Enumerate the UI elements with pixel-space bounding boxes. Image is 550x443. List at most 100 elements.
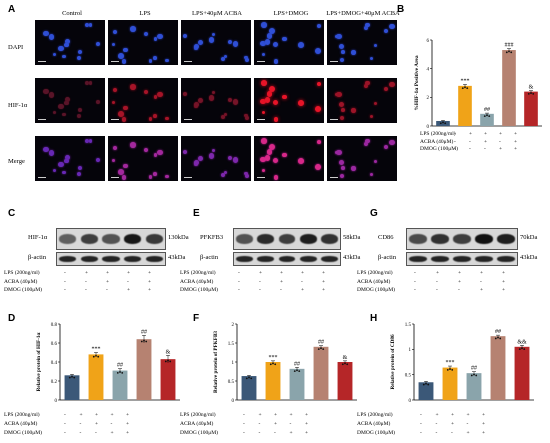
cell-nucleus [273,59,279,64]
cell-nucleus [49,150,55,156]
cell-nucleus [49,34,55,40]
data-point [473,373,475,376]
cell-nucleus [43,88,49,94]
y-tick-label: 1.5 [228,342,235,347]
cell-nucleus [211,32,215,36]
cell-nucleus [49,92,55,98]
treatment-sign: - [480,278,482,285]
treatment-sign: + [514,131,518,137]
y-tick-label: 1 [232,361,235,366]
significance-label: & [166,349,171,355]
data-point [532,93,535,95]
cell-nucleus [260,40,267,47]
cell-nucleus [211,90,215,94]
data-point [164,360,167,363]
cell-nucleus [43,146,49,152]
treatment-sign: + [322,278,326,285]
blot-band [257,256,275,262]
treatment-sign: + [289,412,293,418]
bar [524,91,538,126]
data-point [140,340,143,343]
blot-band [236,256,254,262]
data-point [466,87,469,90]
scale-bar [330,177,338,178]
y-tick-label: 0 [409,399,412,404]
data-point [518,348,521,350]
treatment-sign: + [322,270,326,276]
bar [418,382,434,400]
micrograph-merge-5 [327,136,397,181]
blot-protein-label: HIF-1α [28,234,48,241]
blot-band [278,234,296,244]
cell-nucleus [65,38,70,44]
treatment-label: LPS (200ng/ml) [4,412,40,418]
cell-nucleus [369,56,374,61]
cell-nucleus [164,116,169,121]
treatment-sign: + [148,287,152,293]
cell-nucleus [223,170,228,174]
treatment-sign: - [414,270,416,276]
cell-nucleus [96,99,100,104]
cell-nucleus [298,158,304,164]
cell-nucleus [96,41,100,46]
treatment-sign: + [110,430,114,436]
scale-bar [38,177,46,178]
cell-nucleus [339,58,344,63]
blot-actin-strip [233,252,341,266]
y-tick-label: 0.5 [405,373,412,378]
treatment-sign: - [64,287,66,293]
blot-band [80,234,99,244]
cell-nucleus [85,139,90,144]
blot-band [453,256,471,262]
treatment-sign: - [454,138,456,145]
panel-label-c: C [8,208,16,219]
blot-kda-label: 130kDa [168,234,189,241]
cell-nucleus [157,91,163,98]
treatment-sign: - [64,278,66,285]
scale-bar [184,119,192,120]
cell-nucleus [65,154,70,160]
cell-nucleus [383,29,388,34]
cell-nucleus [264,39,271,45]
cell-nucleus [244,113,249,118]
bar [436,120,450,126]
blot-protein-label: CD86 [378,234,394,241]
bar [458,85,472,126]
cell-nucleus [113,29,118,34]
y-tick-label: 0.2 [51,380,58,385]
y-tick-label: 0 [55,399,58,404]
blot-band [59,234,77,244]
row-label-merge: Merge [8,158,25,165]
significance-label: *** [269,355,278,361]
treatment-sign: + [148,270,152,276]
cell-nucleus [389,23,395,30]
treatment-sign: - [259,278,261,285]
treatment-sign: - [258,430,261,436]
blot-strip [56,228,166,250]
data-point [145,340,148,343]
treatment-label: DMOG (100μM) [420,146,458,152]
data-point [464,86,466,89]
micrograph-merge-1 [35,136,105,181]
treatment-sign: + [274,412,278,418]
data-point [167,359,169,362]
column-title-lps-dmog-acba: LPS+DMOG+40μM ACBA [326,10,400,17]
cell-nucleus [85,23,90,28]
cell-nucleus [339,102,345,108]
treatment-sign: - [454,131,456,137]
cell-nucleus [77,107,82,113]
treatment-sign: + [514,138,518,145]
cell-nucleus [244,57,249,62]
treatment-sign: + [127,270,131,276]
treatment-sign: - [280,287,282,293]
significance-label: ## [117,363,123,369]
blot-band [102,234,120,244]
bar [442,367,458,400]
data-point [73,376,76,379]
treatment-sign: - [436,287,438,293]
data-point [293,370,296,373]
significance-label: ## [471,366,477,372]
panel-label-d: D [8,313,16,324]
cell-nucleus [373,159,378,163]
cell-nucleus [77,114,82,119]
